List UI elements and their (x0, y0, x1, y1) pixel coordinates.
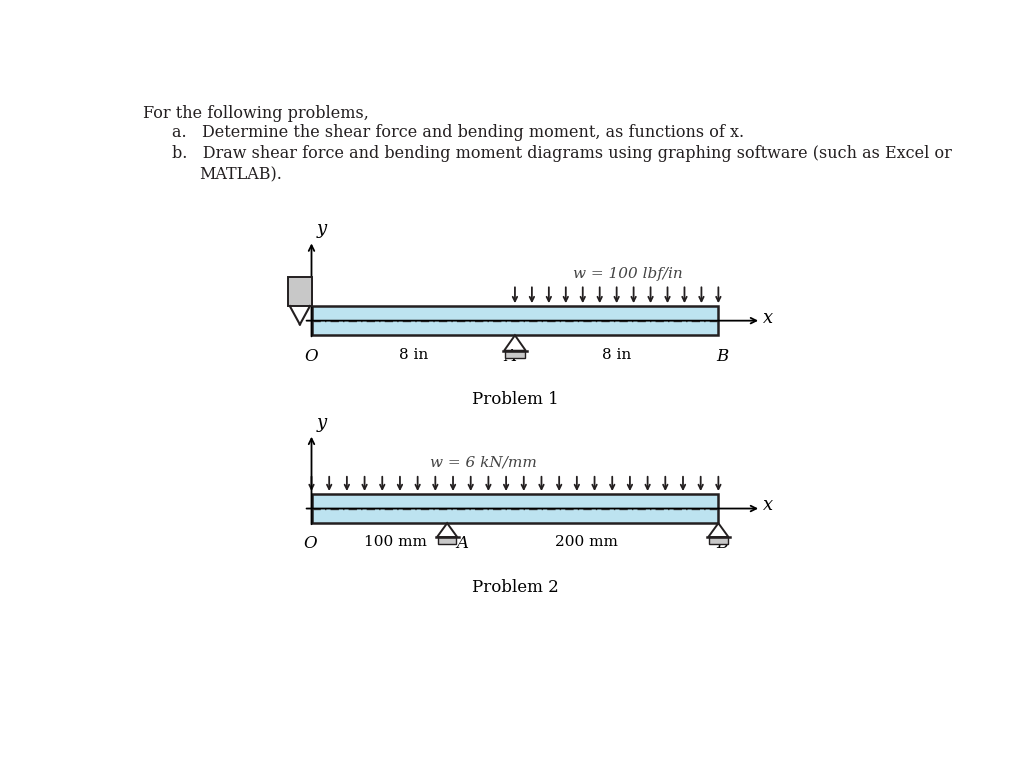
Text: Problem 2: Problem 2 (472, 578, 558, 596)
Bar (505, 350, 525, 359)
Text: 8 in: 8 in (602, 347, 631, 362)
Bar (312, 306, 718, 335)
Text: w = 100 lbf/in: w = 100 lbf/in (573, 268, 683, 281)
Text: A: A (456, 535, 469, 552)
Text: B: B (716, 347, 729, 365)
Bar (289, 277, 312, 306)
Text: 100 mm: 100 mm (364, 535, 427, 549)
Text: w = 6 kN/mm: w = 6 kN/mm (431, 455, 537, 469)
Text: O: O (303, 535, 317, 552)
Text: a.   Determine the shear force and bending moment, as functions of x.: a. Determine the shear force and bending… (172, 125, 744, 141)
Text: For the following problems,: For the following problems, (143, 105, 369, 122)
Text: y: y (317, 413, 327, 432)
Bar (709, 537, 728, 544)
Text: B: B (716, 535, 729, 552)
Text: Problem 1: Problem 1 (472, 391, 558, 407)
Text: x: x (764, 496, 773, 515)
Text: b.   Draw shear force and bending moment diagrams using graphing software (such : b. Draw shear force and bending moment d… (172, 145, 952, 162)
Text: MATLAB).: MATLAB). (199, 166, 282, 183)
Bar (438, 537, 456, 544)
Text: O: O (304, 347, 319, 365)
Text: 200 mm: 200 mm (555, 535, 618, 549)
Text: x: x (764, 309, 773, 327)
Bar (312, 494, 718, 523)
Text: A: A (504, 347, 516, 365)
Text: 8 in: 8 in (398, 347, 427, 362)
Text: y: y (317, 220, 327, 239)
